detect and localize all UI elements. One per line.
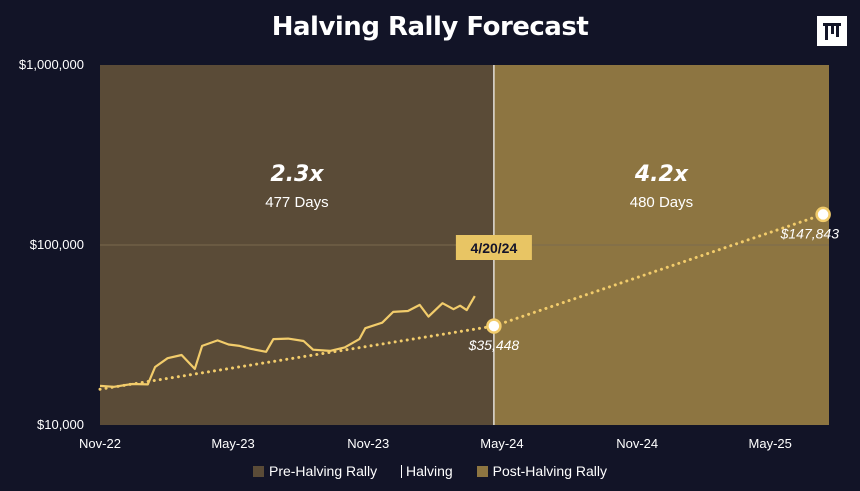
- legend-swatch-pre: [252, 465, 264, 477]
- data-point-label: $147,843: [780, 225, 840, 241]
- data-point-marker: [815, 206, 831, 223]
- x-tick-label: May-23: [211, 436, 254, 451]
- halving-date-badge: [455, 235, 532, 260]
- legend-item-post: Post-Halving Rally: [476, 463, 607, 480]
- y-tick-label: $100,000: [30, 237, 84, 252]
- x-tick-label: Nov-22: [79, 436, 121, 451]
- trend-line-pre: [98, 324, 496, 391]
- region-multiplier-label: 2.3x: [270, 162, 324, 187]
- y-tick-label: $1,000,000: [19, 57, 84, 72]
- x-tick-label: Nov-23: [347, 436, 389, 451]
- region-days-label: 477 Days: [265, 194, 328, 211]
- y-tick-label: $10,000: [37, 417, 84, 432]
- legend-marker-halving: [401, 464, 403, 478]
- legend-label-post: Post-Halving Rally: [492, 463, 607, 480]
- x-tick-label: May-25: [749, 436, 792, 451]
- region-multiplier-label: 4.2x: [634, 162, 689, 187]
- price-series-line: [99, 295, 476, 388]
- halving-date-label: 4/20/24: [471, 240, 518, 256]
- data-point-marker: [486, 318, 502, 334]
- legend-label-halving: Halving: [406, 463, 453, 480]
- legend-label-pre: Pre-Halving Rally: [268, 463, 378, 480]
- legend-item-pre: Pre-Halving Rally: [252, 463, 378, 480]
- legend-swatch-post: [476, 465, 488, 477]
- chart-legend: Pre-Halving Rally Halving Post-Halving R…: [0, 462, 860, 479]
- chart-title: Halving Rally Forecast: [271, 12, 589, 42]
- region-days-label: 480 Days: [630, 194, 693, 211]
- bar-mark-icon: [817, 16, 847, 46]
- legend-item-halving: Halving: [401, 463, 453, 479]
- x-tick-label: May-24: [480, 436, 523, 451]
- x-tick-label: Nov-24: [616, 436, 658, 451]
- data-point-label: $35,448: [468, 337, 520, 353]
